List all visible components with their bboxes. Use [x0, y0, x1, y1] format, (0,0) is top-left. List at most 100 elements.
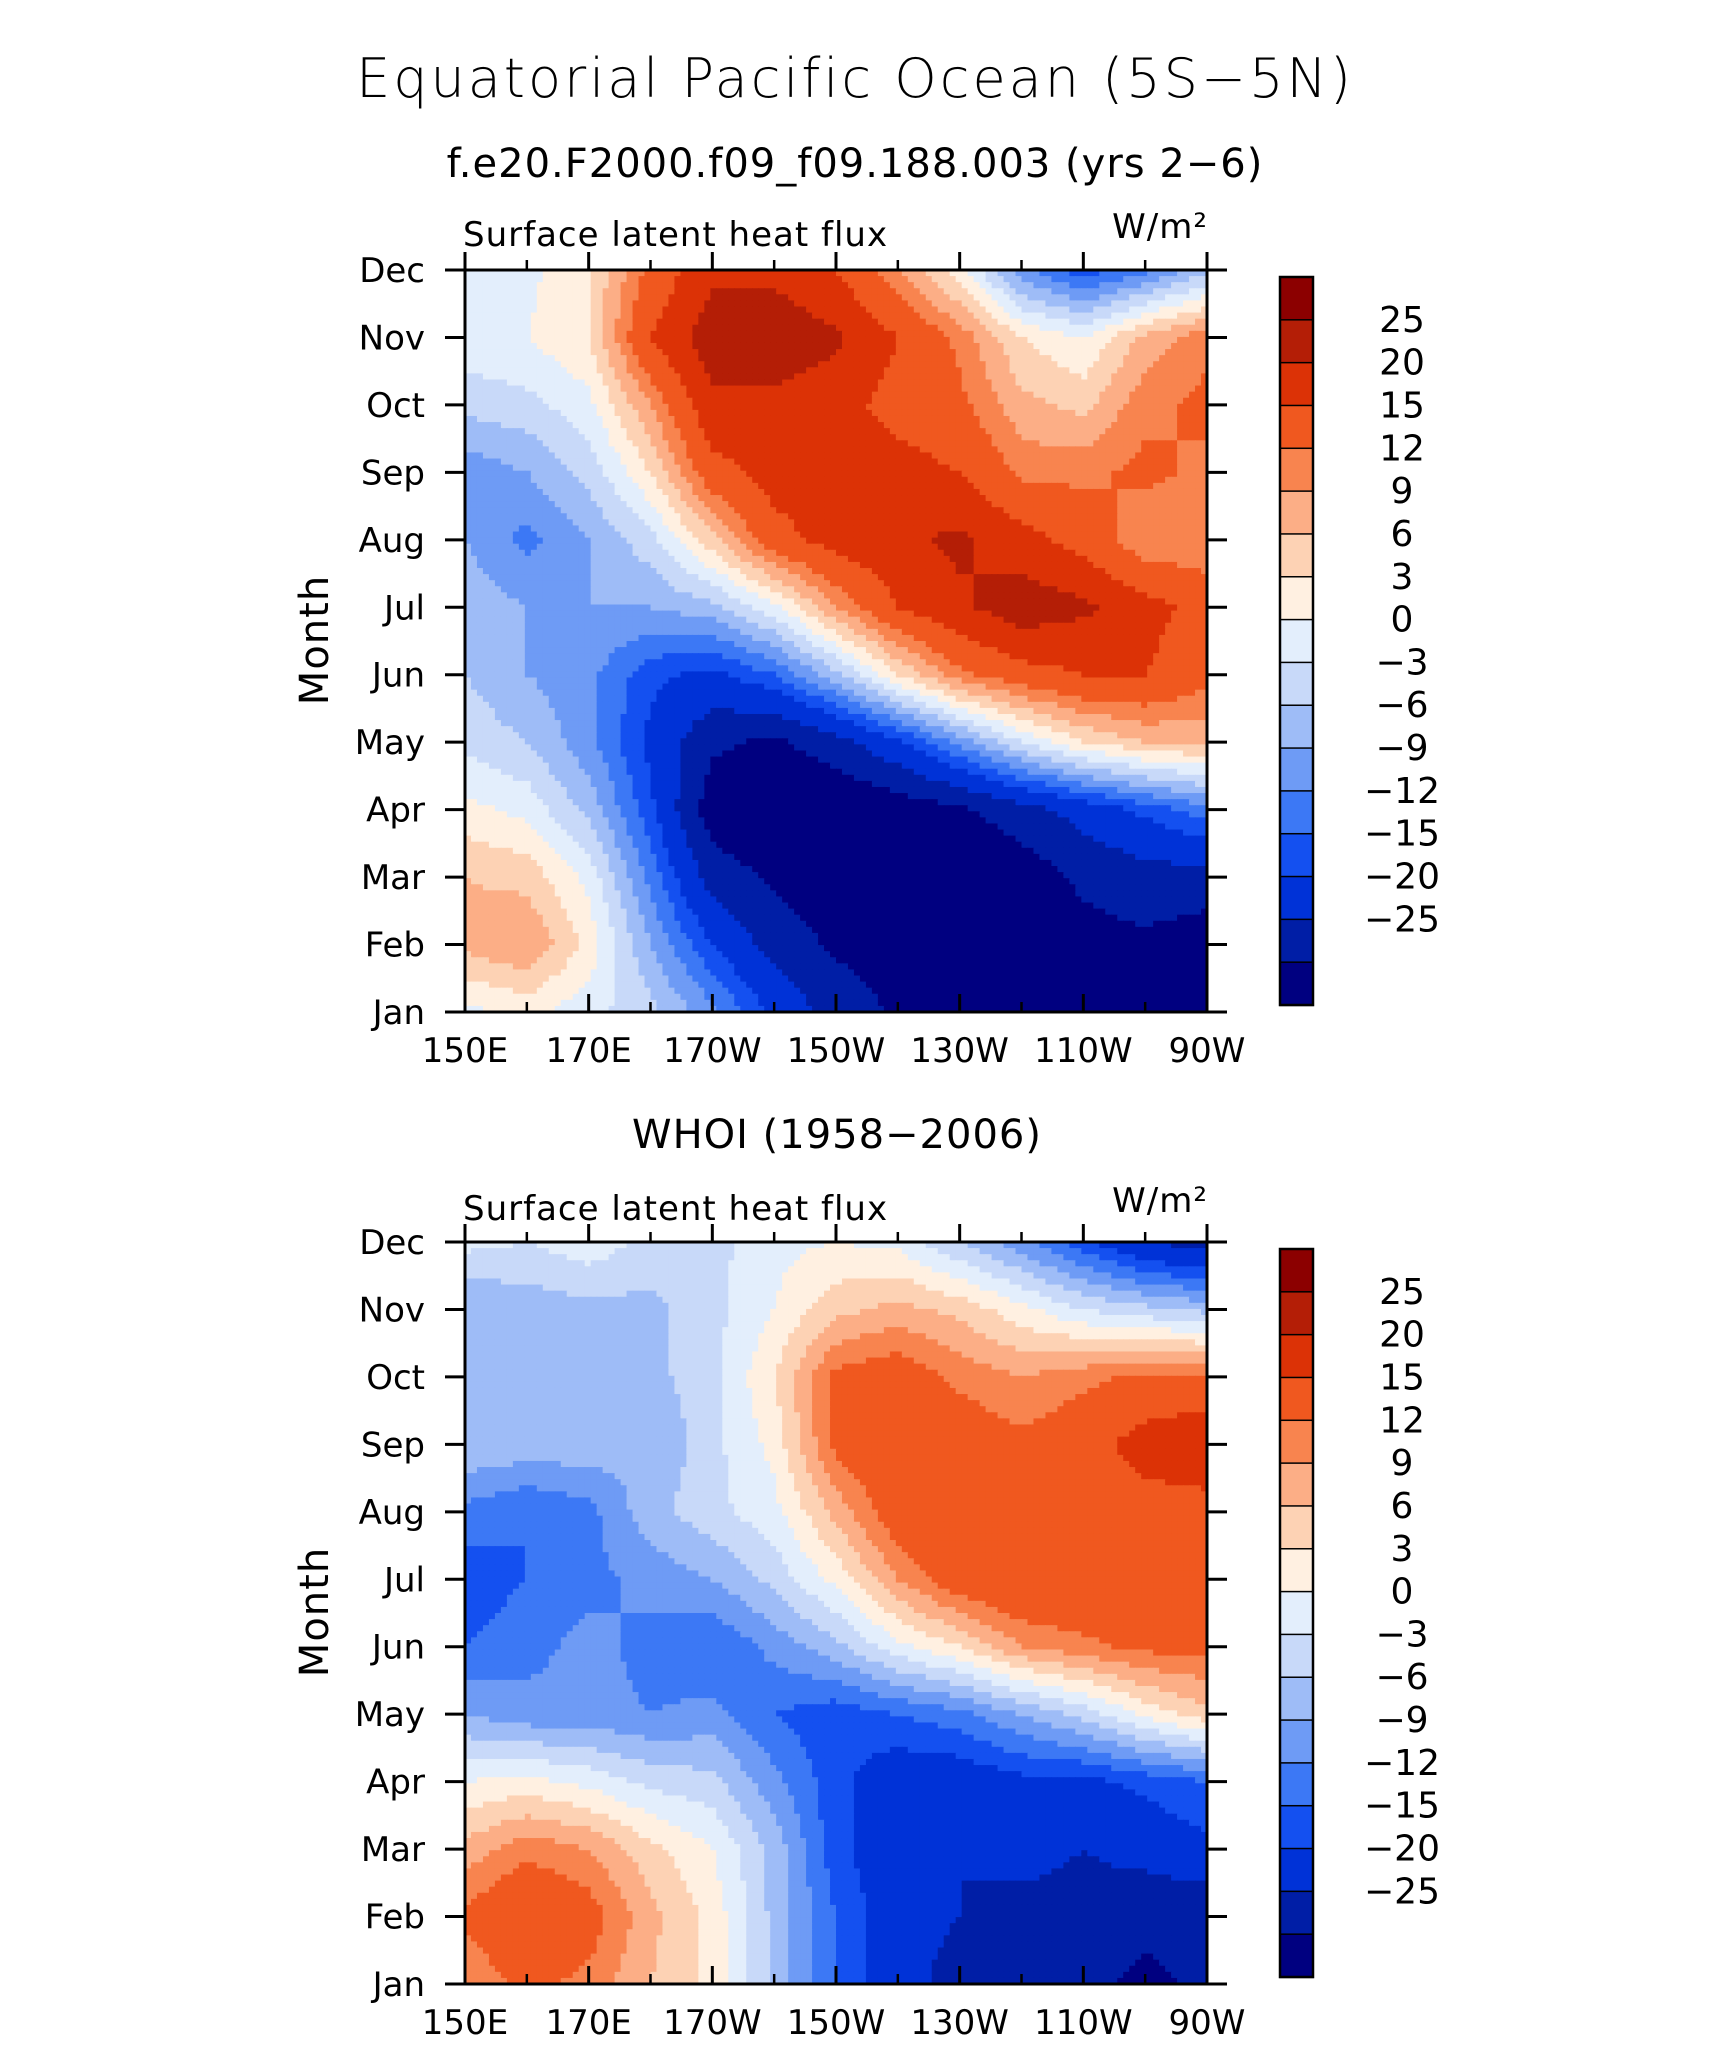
field-cell — [1165, 482, 1172, 490]
field-cell — [991, 458, 999, 466]
field-cell — [794, 312, 801, 320]
field-cell — [650, 482, 658, 490]
field-cell — [650, 324, 658, 332]
field-cell — [836, 495, 843, 502]
field-cell — [560, 312, 568, 320]
field-cell — [626, 470, 634, 478]
field-cell — [1003, 488, 1011, 496]
field-cell — [806, 452, 813, 460]
field-cell — [1183, 458, 1190, 466]
field-cell — [548, 282, 556, 289]
field-cell — [668, 482, 676, 490]
field-cell — [794, 379, 801, 387]
field-cell — [465, 318, 472, 326]
field-cell — [1081, 391, 1088, 399]
field-cell — [1123, 403, 1130, 411]
field-cell — [1057, 312, 1064, 320]
field-cell — [782, 288, 789, 295]
field-cell — [788, 385, 795, 393]
field-cell — [1063, 391, 1070, 399]
field-cell — [806, 446, 813, 454]
field-cell — [650, 270, 658, 277]
field-cell — [512, 482, 520, 490]
field-cell — [530, 495, 538, 502]
field-cell — [716, 507, 723, 514]
field-cell — [1183, 361, 1190, 368]
field-cell — [1069, 288, 1076, 295]
field-cell — [626, 330, 634, 338]
field-cell — [1063, 458, 1070, 466]
field-cell — [524, 428, 532, 435]
field-cell — [644, 300, 652, 308]
field-cell — [494, 476, 502, 484]
field-cell — [1063, 367, 1070, 374]
field-cell — [470, 458, 478, 466]
field-cell — [800, 409, 807, 417]
field-cell — [955, 367, 963, 374]
field-cell — [656, 288, 664, 295]
field-cell — [1009, 361, 1017, 368]
field-cell — [895, 361, 903, 368]
field-cell — [1111, 355, 1118, 362]
field-cell — [692, 324, 699, 332]
field-cell — [806, 415, 813, 423]
field-cell — [746, 458, 753, 466]
field-cell — [494, 464, 502, 472]
field-cell — [662, 270, 670, 277]
field-cell — [925, 476, 933, 484]
field-cell — [1189, 349, 1196, 356]
field-cell — [847, 324, 855, 332]
field-cell — [800, 270, 807, 277]
field-cell — [1093, 270, 1100, 277]
field-cell — [812, 324, 819, 332]
field-cell — [686, 318, 693, 326]
field-cell — [710, 470, 717, 478]
field-cell — [1141, 367, 1148, 374]
field-cell — [1123, 318, 1130, 326]
field-cell — [1057, 422, 1064, 429]
field-cell — [632, 464, 640, 472]
field-cell — [889, 330, 897, 338]
field-cell — [985, 330, 993, 338]
field-cell — [524, 476, 532, 484]
field-cell — [925, 330, 933, 338]
field-cell — [1051, 403, 1058, 411]
field-cell — [865, 318, 873, 326]
field-cell — [1063, 507, 1070, 514]
field-cell — [1111, 385, 1118, 393]
field-cell — [961, 470, 969, 478]
field-cell — [967, 495, 975, 502]
field-cell — [949, 294, 957, 302]
field-cell — [644, 470, 652, 478]
field-cell — [1099, 367, 1106, 374]
field-cell — [470, 312, 478, 320]
field-cell — [470, 336, 478, 344]
field-cell — [806, 270, 813, 277]
field-cell — [608, 336, 616, 344]
field-cell — [548, 373, 556, 381]
field-cell — [1051, 464, 1058, 472]
field-cell — [668, 330, 676, 338]
field-cell — [530, 501, 538, 508]
field-cell — [883, 355, 891, 362]
field-cell — [728, 379, 735, 387]
field-cell — [1147, 355, 1154, 362]
field-cell — [710, 306, 717, 314]
field-cell — [1159, 324, 1166, 332]
field-cell — [1183, 355, 1190, 362]
field-cell — [1159, 476, 1166, 484]
field-cell — [644, 507, 652, 514]
field-cell — [716, 415, 723, 423]
field-cell — [973, 415, 981, 423]
field-cell — [901, 361, 909, 368]
field-cell — [1093, 385, 1100, 393]
field-cell — [1171, 276, 1178, 283]
field-cell — [494, 422, 502, 429]
field-cell — [919, 415, 927, 423]
field-cell — [1045, 355, 1053, 362]
field-cell — [1129, 270, 1136, 277]
field-cell — [794, 482, 801, 490]
field-cell — [764, 300, 771, 308]
field-cell — [674, 397, 682, 405]
field-cell — [602, 349, 610, 356]
